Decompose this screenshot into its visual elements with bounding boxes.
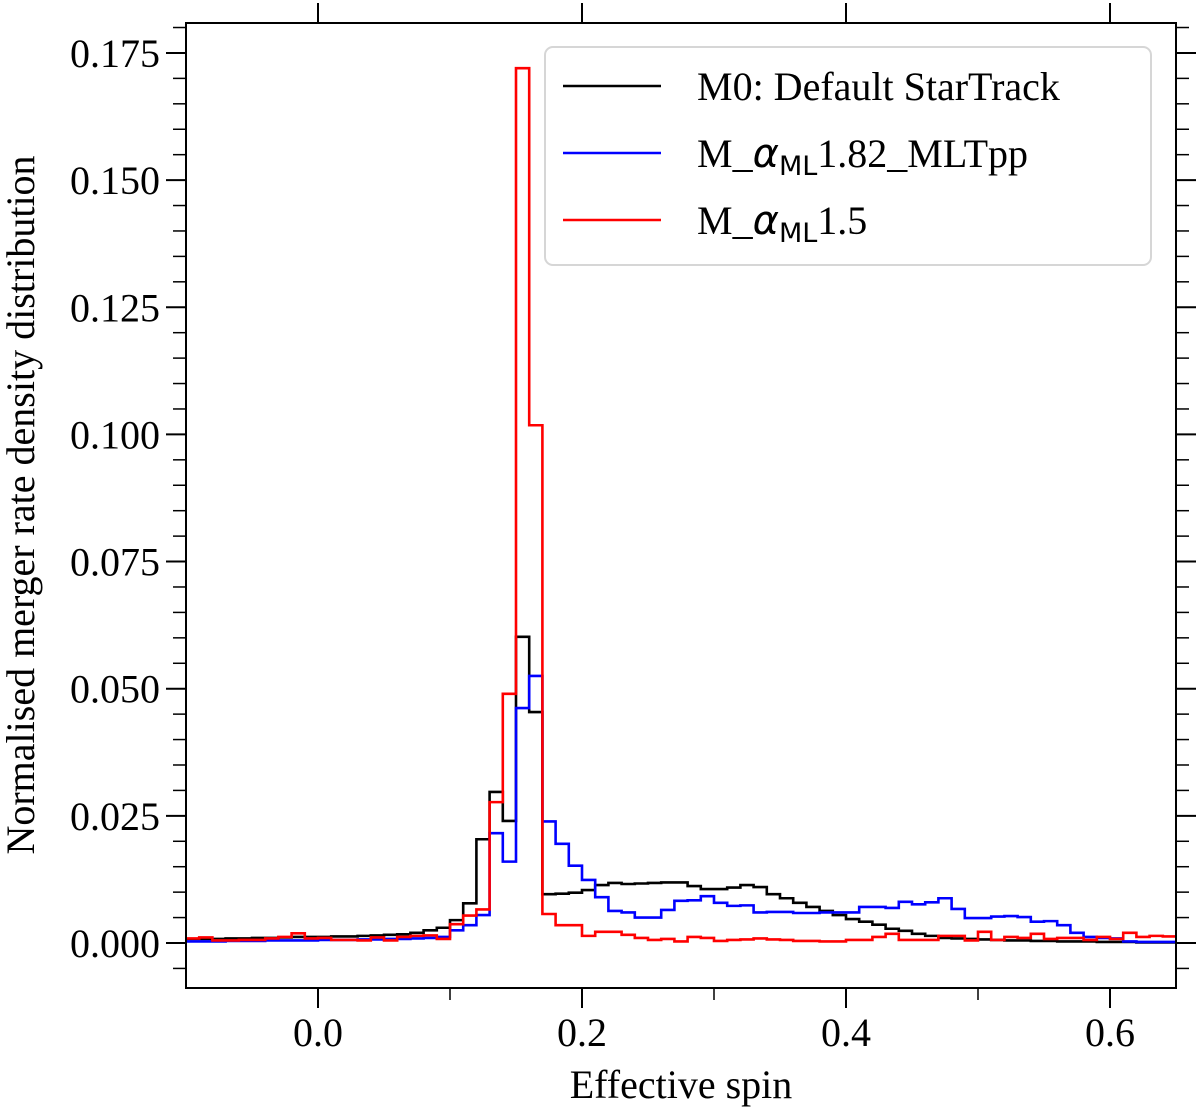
series-line-1 [186, 674, 1176, 944]
y-tick-label: 0.150 [70, 158, 160, 203]
y-tick-label: 0.175 [70, 31, 160, 76]
x-tick-label: 0.6 [1085, 1010, 1135, 1055]
y-tick-label: 0.000 [70, 921, 160, 966]
y-tick-label: 0.025 [70, 794, 160, 839]
y-axis-label: Normalised merger rate density distribut… [0, 155, 43, 854]
series-line-0 [186, 635, 1176, 944]
x-axis-label: Effective spin [570, 1062, 793, 1107]
y-tick-label: 0.050 [70, 667, 160, 712]
series-line-2 [186, 66, 1176, 943]
y-tick-label: 0.100 [70, 412, 160, 457]
legend: M0: Default StarTrack M_αML1.82_MLTpp M_αM… [544, 46, 1152, 266]
x-tick-label: 0.0 [293, 1010, 343, 1055]
legend-label: M0: Default StarTrack [697, 64, 1060, 109]
x-tick-label: 0.4 [821, 1010, 871, 1055]
legend-label: M_αML1.5 [697, 198, 867, 249]
y-tick-label: 0.125 [70, 285, 160, 330]
plot-frame [185, 22, 1177, 989]
series-layer [186, 66, 1176, 944]
y-tick-label: 0.075 [70, 540, 160, 585]
ticks-layer: 0.0 0.2 0.4 0.6 0.000 0.025 0.050 0.075 0.100 0.1… [70, 3, 1196, 1055]
legend-box [544, 46, 1152, 266]
x-tick-label: 0.2 [557, 1010, 607, 1055]
legend-label: M_αML1.82_MLTpp [697, 131, 1028, 182]
